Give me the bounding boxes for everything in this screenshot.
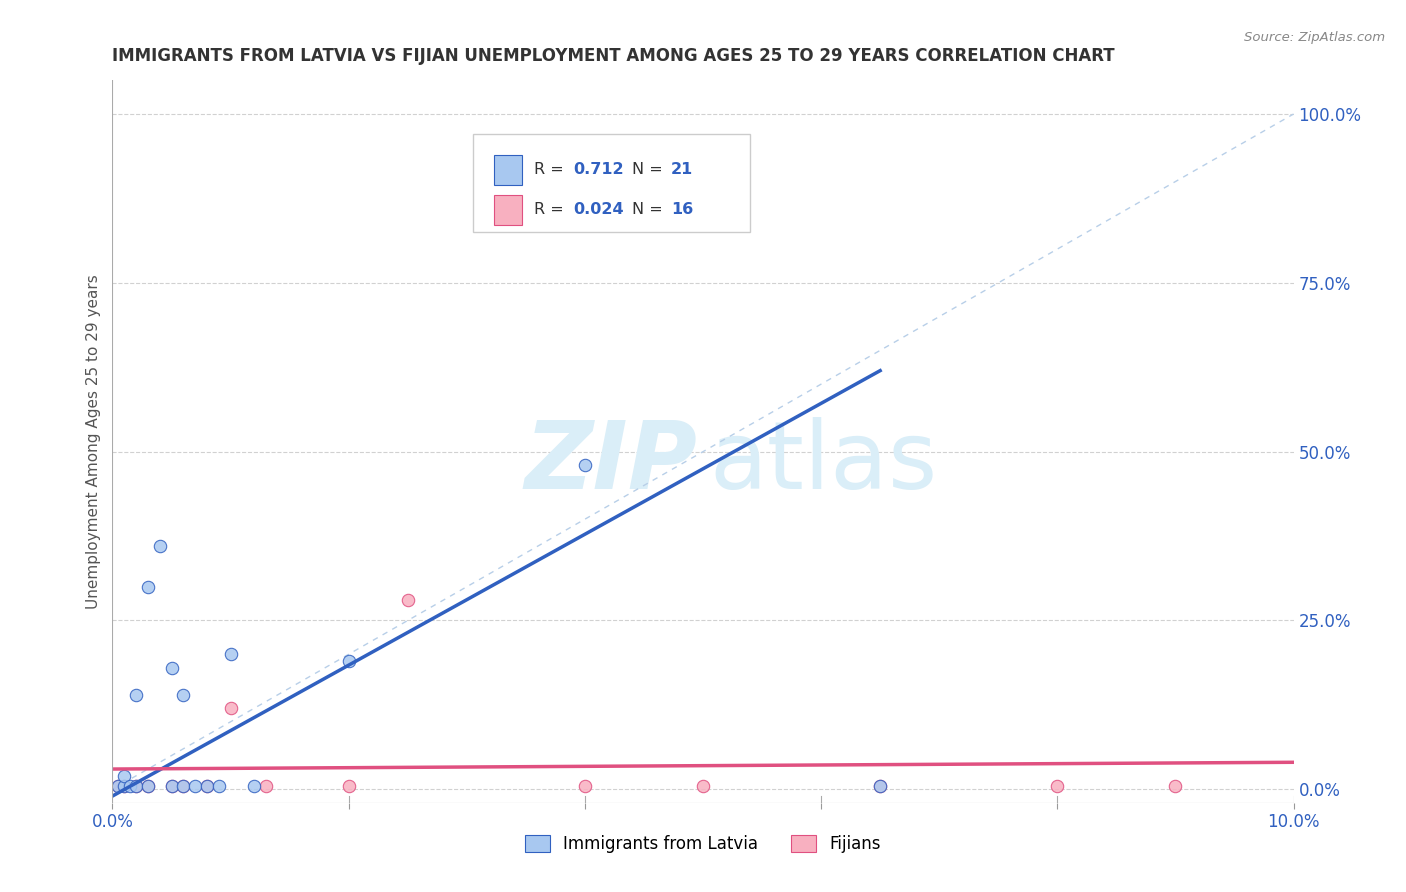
Point: [692, 779, 714, 793]
FancyBboxPatch shape: [494, 155, 522, 186]
Point: [337, 779, 360, 793]
Text: R =: R =: [534, 202, 569, 218]
Point: [337, 654, 360, 668]
Point: [1046, 779, 1069, 793]
Point: [172, 688, 194, 702]
Point: [195, 779, 218, 793]
Point: [149, 539, 172, 553]
Point: [869, 779, 891, 793]
Text: 0.024: 0.024: [574, 202, 624, 218]
Text: 0.712: 0.712: [574, 162, 624, 178]
Point: [136, 779, 159, 793]
Point: [125, 779, 148, 793]
Point: [160, 661, 183, 675]
Point: [869, 779, 891, 793]
FancyBboxPatch shape: [472, 135, 751, 232]
Point: [172, 779, 194, 793]
Point: [396, 593, 419, 607]
Point: [107, 779, 129, 793]
Point: [120, 779, 142, 793]
Legend: Immigrants from Latvia, Fijians: Immigrants from Latvia, Fijians: [517, 828, 889, 860]
Y-axis label: Unemployment Among Ages 25 to 29 years: Unemployment Among Ages 25 to 29 years: [86, 274, 101, 609]
Text: Source: ZipAtlas.com: Source: ZipAtlas.com: [1244, 31, 1385, 45]
Point: [160, 779, 183, 793]
Text: IMMIGRANTS FROM LATVIA VS FIJIAN UNEMPLOYMENT AMONG AGES 25 TO 29 YEARS CORRELAT: IMMIGRANTS FROM LATVIA VS FIJIAN UNEMPLO…: [112, 47, 1115, 65]
Point: [172, 779, 194, 793]
Point: [136, 580, 159, 594]
Point: [112, 779, 135, 793]
Text: N =: N =: [633, 162, 668, 178]
Text: 16: 16: [671, 202, 693, 218]
Point: [219, 701, 242, 715]
Text: R =: R =: [534, 162, 569, 178]
Point: [195, 779, 218, 793]
Text: 21: 21: [671, 162, 693, 178]
Point: [574, 458, 596, 472]
Point: [107, 779, 129, 793]
Point: [208, 779, 231, 793]
Text: ZIP: ZIP: [524, 417, 697, 509]
Point: [112, 769, 135, 783]
FancyBboxPatch shape: [494, 194, 522, 225]
Point: [112, 779, 135, 793]
Point: [160, 779, 183, 793]
Point: [125, 779, 148, 793]
Point: [219, 647, 242, 661]
Point: [574, 779, 596, 793]
Point: [243, 779, 266, 793]
Point: [184, 779, 207, 793]
Point: [136, 779, 159, 793]
Point: [254, 779, 277, 793]
Point: [125, 688, 148, 702]
Point: [1164, 779, 1187, 793]
Text: atlas: atlas: [709, 417, 938, 509]
Text: N =: N =: [633, 202, 668, 218]
